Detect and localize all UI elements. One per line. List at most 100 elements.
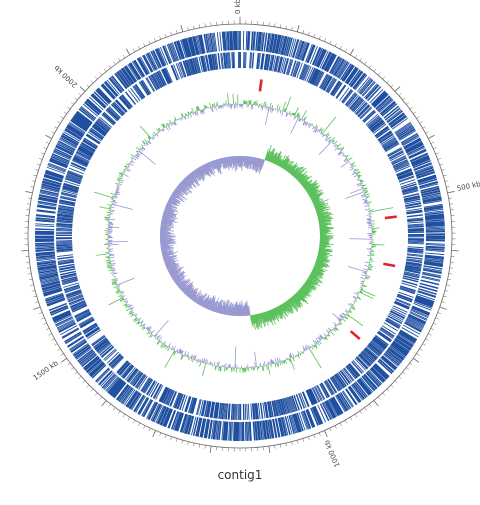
cds-reverse-mark bbox=[74, 309, 90, 318]
cds-reverse-mark bbox=[349, 96, 361, 110]
cds-reverse-mark bbox=[191, 397, 197, 414]
cds-reverse-mark bbox=[339, 87, 350, 101]
cds-forward-mark bbox=[35, 244, 55, 247]
gc-content-bar bbox=[356, 171, 361, 175]
cds-forward-mark bbox=[408, 314, 426, 324]
cds-reverse-mark bbox=[112, 102, 125, 115]
cds-forward-mark bbox=[105, 80, 119, 96]
gc-content-bar bbox=[115, 290, 121, 294]
cds-reverse-mark bbox=[111, 356, 124, 369]
gc-content-bar bbox=[110, 260, 115, 262]
cds-forward-mark bbox=[317, 49, 326, 68]
gc-content-bar bbox=[173, 351, 177, 356]
gc-content-bar bbox=[338, 151, 342, 155]
gc-skew-bar bbox=[311, 195, 321, 201]
gc-content-bar bbox=[156, 340, 160, 345]
cds-reverse-mark bbox=[57, 210, 74, 214]
gc-skew-bar bbox=[249, 156, 252, 164]
gc-skew-bar bbox=[312, 197, 321, 203]
cds-reverse-mark bbox=[85, 134, 100, 145]
cds-forward-mark bbox=[102, 83, 116, 99]
cds-forward-mark bbox=[252, 31, 255, 51]
cds-forward-mark bbox=[200, 418, 205, 438]
cds-forward-mark bbox=[182, 38, 189, 58]
cds-forward-mark bbox=[109, 77, 122, 93]
gc-content-bar bbox=[321, 133, 324, 136]
cds-forward-mark bbox=[39, 194, 58, 200]
cds-forward-mark bbox=[295, 40, 303, 59]
cds-forward-mark bbox=[331, 397, 342, 415]
cds-reverse-mark bbox=[257, 52, 260, 69]
cds-reverse-mark bbox=[179, 394, 186, 411]
gc-content-bar bbox=[360, 180, 365, 183]
cds-reverse-mark bbox=[57, 259, 74, 263]
cds-forward-mark bbox=[36, 214, 56, 218]
cds-reverse-mark bbox=[133, 372, 144, 387]
cds-reverse-mark bbox=[359, 353, 372, 366]
cds-reverse-mark bbox=[155, 72, 164, 87]
cds-reverse-mark bbox=[185, 396, 192, 413]
gc-content-bar bbox=[141, 147, 143, 150]
gc-content-bar bbox=[109, 254, 115, 257]
cds-forward-mark bbox=[390, 115, 407, 128]
gc-content-bar bbox=[129, 163, 134, 167]
gc-skew-bar bbox=[304, 183, 312, 190]
cds-forward-mark bbox=[404, 322, 422, 333]
cds-reverse-mark bbox=[57, 213, 74, 217]
gc-content-bar bbox=[297, 113, 300, 118]
gc-content-bar bbox=[136, 153, 140, 156]
cds-reverse-mark bbox=[201, 400, 206, 417]
cds-forward-mark bbox=[423, 267, 443, 272]
cds-reverse-mark bbox=[366, 345, 380, 357]
cds-reverse-mark bbox=[224, 403, 227, 420]
ruler-minor-tick bbox=[280, 24, 282, 28]
gc-content-bar bbox=[181, 117, 184, 120]
cds-forward-mark bbox=[345, 67, 357, 84]
cds-forward-mark bbox=[93, 91, 108, 106]
cds-reverse-mark bbox=[132, 86, 143, 100]
cds-forward-mark bbox=[176, 412, 183, 432]
cds-reverse-mark bbox=[161, 69, 170, 85]
gc-content-bar bbox=[350, 161, 356, 165]
gc-skew-bar bbox=[254, 157, 257, 166]
gc-content-bar bbox=[279, 358, 281, 362]
cds-reverse-mark bbox=[321, 75, 330, 90]
gc-skew-bar bbox=[294, 168, 305, 179]
gc-content-bar bbox=[200, 109, 203, 115]
cds-reverse-mark bbox=[85, 327, 100, 338]
cds-forward-mark bbox=[208, 419, 213, 439]
cds-forward-mark bbox=[88, 361, 104, 375]
gc-content-bar bbox=[187, 355, 189, 358]
cds-forward-mark bbox=[362, 81, 376, 97]
cds-reverse-mark bbox=[76, 151, 91, 160]
ruler-minor-tick bbox=[433, 147, 437, 150]
cds-reverse-mark bbox=[214, 53, 218, 70]
gc-content-bar bbox=[368, 263, 373, 266]
gc-content-bar bbox=[199, 361, 202, 367]
gc-content-bar bbox=[134, 319, 139, 323]
cds-forward-mark bbox=[186, 37, 192, 57]
gc-content-bar bbox=[302, 351, 305, 354]
cds-forward-mark bbox=[326, 400, 336, 418]
cds-forward-mark bbox=[329, 56, 340, 74]
gc-content-bar bbox=[354, 168, 358, 171]
cds-forward-mark bbox=[260, 32, 264, 52]
cds-forward-mark bbox=[120, 68, 133, 85]
cds-reverse-mark bbox=[72, 158, 88, 166]
cds-forward-mark bbox=[279, 417, 285, 437]
cds-reverse-mark bbox=[392, 159, 408, 167]
cds-reverse-mark bbox=[71, 303, 87, 312]
cds-reverse-mark bbox=[63, 282, 79, 288]
cds-forward-mark bbox=[335, 395, 346, 413]
cds-forward-mark bbox=[35, 220, 55, 223]
cds-reverse-mark bbox=[56, 248, 73, 251]
cds-reverse-mark bbox=[358, 105, 371, 118]
cds-reverse-mark bbox=[65, 175, 82, 182]
gc-content-bar bbox=[161, 343, 165, 349]
cds-forward-mark bbox=[296, 40, 304, 60]
cds-reverse-mark bbox=[296, 62, 303, 79]
cds-forward-mark bbox=[270, 33, 275, 53]
cds-reverse-mark bbox=[336, 85, 347, 99]
cds-reverse-mark bbox=[348, 364, 360, 377]
cds-reverse-mark bbox=[349, 96, 361, 110]
